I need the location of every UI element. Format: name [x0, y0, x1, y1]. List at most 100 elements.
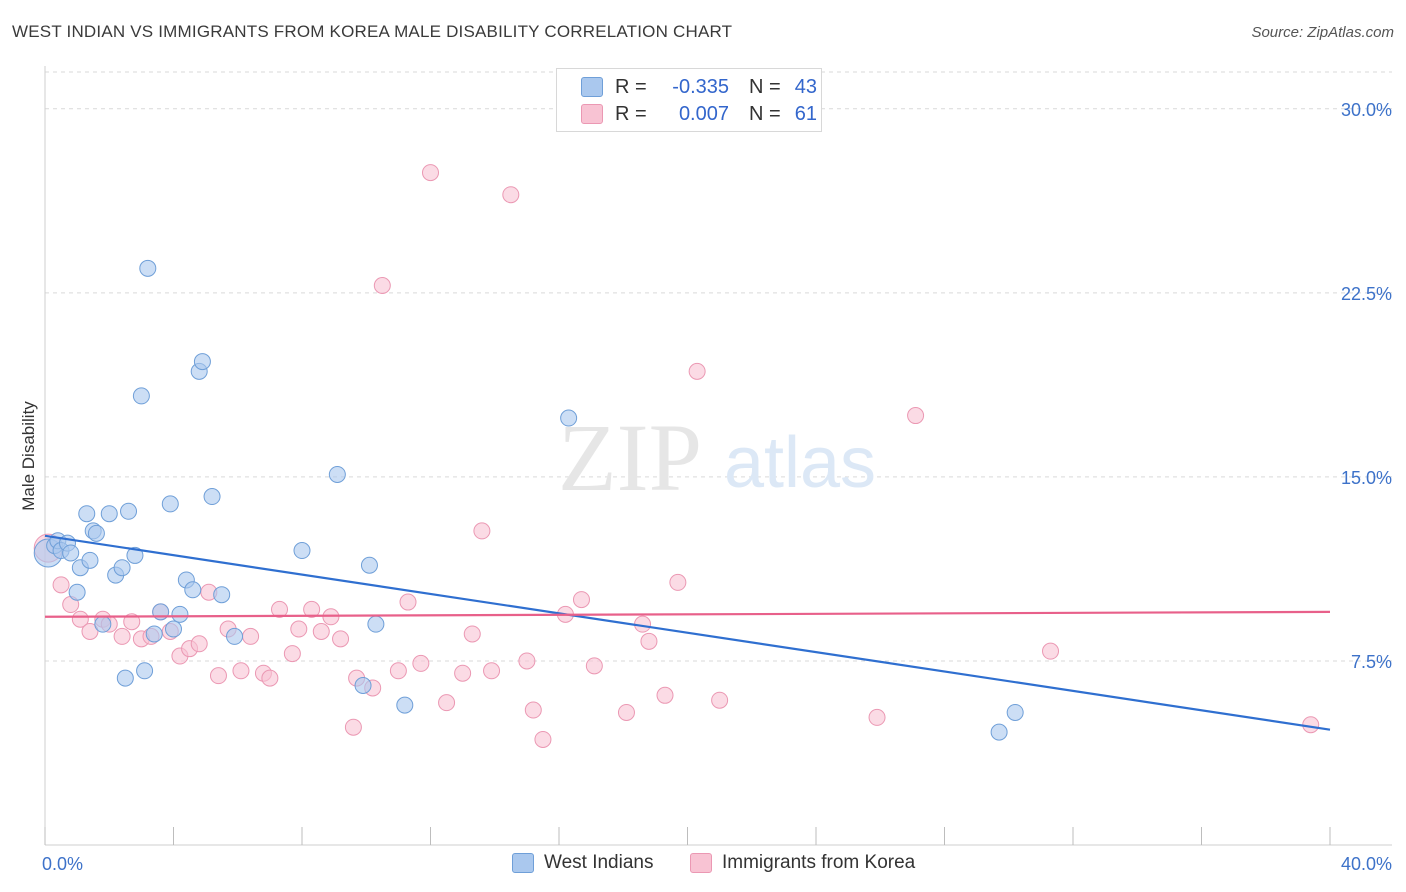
west-indian-point — [94, 615, 112, 633]
correlation-legend: R = -0.335 N = 43 R = 0.007 N = 61 — [556, 68, 822, 132]
x-tick-label: 0.0% — [42, 854, 83, 874]
korea-point — [572, 591, 590, 609]
west-indian-point — [354, 676, 372, 694]
korea-point — [524, 701, 542, 719]
korea-point — [123, 613, 141, 631]
korea-point — [1042, 642, 1060, 660]
n-value: 43 — [794, 75, 817, 98]
korea-point — [907, 407, 925, 425]
korea-point — [669, 573, 687, 591]
west-indian-point — [367, 615, 385, 633]
y-tick-label: 30.0% — [1341, 100, 1392, 120]
west-indian-point — [171, 605, 189, 623]
west-indian-point — [1006, 703, 1024, 721]
korea-point — [303, 600, 321, 618]
west-indian-point — [68, 583, 86, 601]
west-indian-point — [396, 696, 414, 714]
watermark-atlas: atlas — [724, 423, 876, 503]
n-value: 61 — [794, 102, 817, 125]
west-indian-point — [78, 505, 96, 523]
korea-trend-line — [44, 610, 1331, 618]
r-value: -0.335 — [672, 75, 729, 98]
west-indian-point — [87, 524, 105, 542]
korea-point — [1302, 716, 1320, 734]
x-tick-label: 40.0% — [1341, 854, 1392, 874]
korea-point — [113, 627, 131, 645]
west-indian-point — [100, 505, 118, 523]
west-indian-point — [226, 627, 244, 645]
west-indian-point — [139, 259, 157, 277]
west-indian-point — [193, 353, 211, 371]
korea-point — [261, 669, 279, 687]
korea-point — [412, 654, 430, 672]
n-label: N = — [749, 102, 781, 125]
west-indian-point — [120, 502, 138, 520]
korea-point — [71, 610, 89, 628]
trend-lines — [44, 534, 1331, 731]
korea-point — [81, 623, 99, 641]
west-indian-trend-line — [44, 534, 1331, 731]
korea-point — [373, 276, 391, 294]
korea-point — [232, 662, 250, 680]
korea-point — [242, 627, 260, 645]
korea-point — [438, 694, 456, 712]
west-indian-points — [33, 259, 1024, 741]
west-indian-point — [116, 669, 134, 687]
west-indian-point — [184, 581, 202, 599]
y-tick-label: 15.0% — [1341, 468, 1392, 488]
west-indian-point — [328, 465, 346, 483]
korea-point — [473, 522, 491, 540]
korea-point — [640, 632, 658, 650]
korea-point — [454, 664, 472, 682]
korea-point — [463, 625, 481, 643]
korea-point — [502, 186, 520, 204]
korea-point — [283, 645, 301, 663]
west-indian-point — [560, 409, 578, 427]
tick-labels: 7.5% 15.0% 22.5% 30.0% 0.0% 40.0% — [42, 100, 1392, 874]
korea-point — [518, 652, 536, 670]
west-indian-point — [165, 620, 182, 638]
korea-point — [344, 718, 362, 736]
korea-point — [688, 362, 706, 380]
korea-point — [399, 593, 417, 611]
west-indian-point — [81, 551, 99, 569]
r-value: 0.007 — [678, 102, 729, 125]
watermark: ZIP atlas — [558, 404, 876, 511]
grid-lines — [45, 71, 1392, 662]
legend-item-west-indians: West Indians — [512, 852, 653, 874]
legend-row-west-indians: R = -0.335 N = 43 — [581, 74, 817, 100]
legend-label: West Indians — [544, 852, 654, 873]
west-indian-point — [113, 559, 131, 577]
pink-swatch — [581, 104, 603, 124]
source-label: Source: ZipAtlas.com — [1251, 24, 1394, 41]
pink-swatch — [690, 853, 712, 873]
korea-point — [868, 708, 886, 726]
korea-point — [534, 730, 552, 748]
west-indian-point — [126, 546, 144, 564]
watermark-zip: ZIP — [558, 404, 702, 511]
west-indian-point — [213, 586, 231, 604]
n-label: N = — [749, 75, 781, 98]
west-indian-point — [145, 625, 163, 643]
blue-swatch — [512, 853, 534, 873]
legend-item-korea: Immigrants from Korea — [690, 852, 915, 874]
west-indian-point — [132, 387, 150, 405]
r-label: R = — [615, 75, 647, 98]
korea-point — [209, 667, 227, 685]
axes — [44, 66, 1392, 846]
korea-point — [422, 164, 439, 182]
west-indian-point — [161, 495, 179, 513]
r-label: R = — [615, 102, 647, 125]
korea-point — [312, 623, 330, 641]
y-tick-label: 7.5% — [1351, 652, 1392, 672]
y-axis-label: Male Disability — [19, 401, 38, 511]
korea-point — [483, 662, 501, 680]
legend-row-korea: R = 0.007 N = 61 — [581, 101, 817, 127]
chart-title: WEST INDIAN VS IMMIGRANTS FROM KOREA MAL… — [12, 22, 733, 41]
korea-point — [271, 600, 289, 618]
korea-point — [52, 576, 70, 594]
korea-point — [290, 620, 308, 638]
y-tick-label: 22.5% — [1341, 284, 1392, 304]
korea-point — [190, 635, 208, 653]
